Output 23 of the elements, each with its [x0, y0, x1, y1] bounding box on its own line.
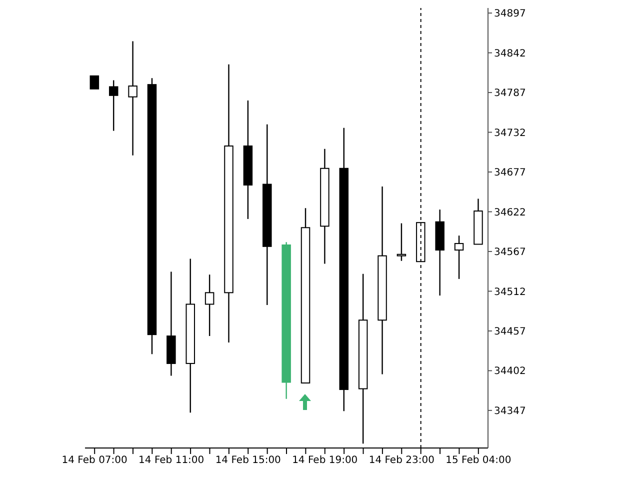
y-tick-label: 34842	[494, 48, 526, 60]
candlestick	[204, 274, 214, 337]
x-tick-label: 15 Feb 04:00	[446, 455, 512, 466]
x-tick-label: 14 Feb 15:00	[215, 455, 281, 466]
y-tick-label: 34622	[494, 207, 526, 218]
y-tick-label: 34897	[494, 8, 526, 20]
y-tick-label: 34732	[494, 128, 526, 139]
y-tick-label: 34402	[494, 366, 526, 378]
y-tick-label: 34677	[494, 168, 526, 179]
x-tick-label: 14 Feb 07:00	[62, 455, 128, 466]
candlestick	[454, 234, 464, 280]
candlestick	[396, 222, 406, 262]
x-tick-label: 14 Feb 19:00	[292, 455, 358, 466]
y-tick-label: 34457	[494, 326, 526, 338]
candlestick	[108, 80, 118, 132]
y-tick-label: 34787	[494, 88, 526, 100]
candlestick	[90, 75, 100, 90]
candlestick	[128, 40, 138, 156]
y-tick-label: 34512	[494, 286, 526, 298]
y-tick-label: 34347	[494, 406, 526, 417]
y-tick-label: 34567	[494, 247, 526, 258]
x-tick-label: 14 Feb 23:00	[368, 455, 434, 466]
x-tick-label: 14 Feb 11:00	[138, 455, 204, 466]
